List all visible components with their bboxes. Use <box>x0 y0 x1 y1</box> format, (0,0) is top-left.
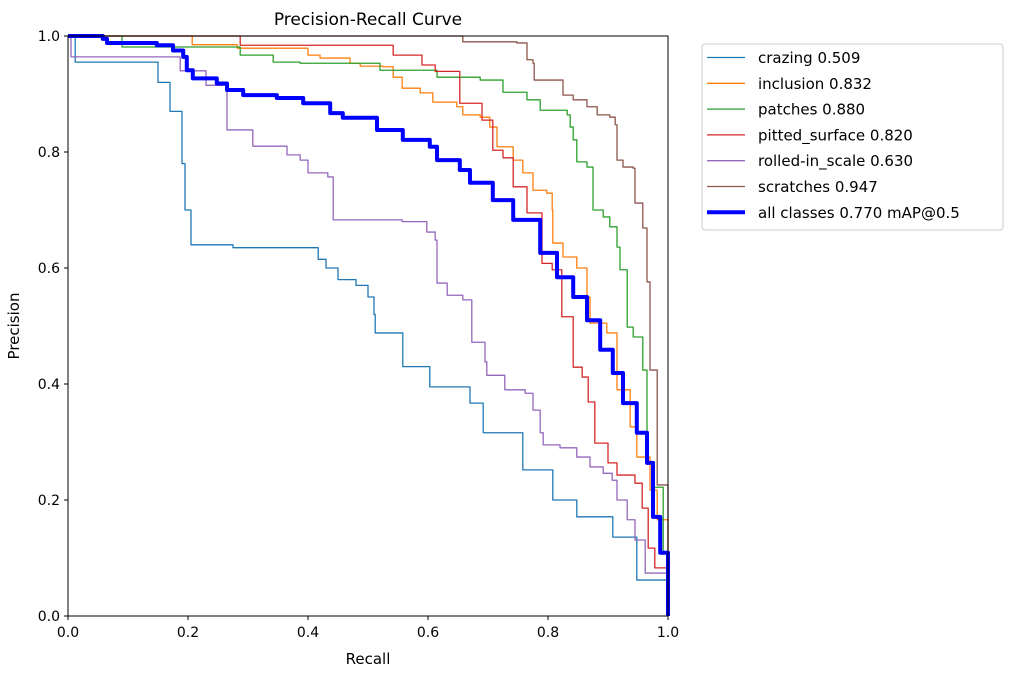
y-tick-label: 0.6 <box>38 261 60 277</box>
y-tick-label: 0.2 <box>38 493 60 509</box>
x-tick-label: 0.6 <box>417 625 439 641</box>
series-line-patches <box>68 35 669 616</box>
plot-frame <box>67 35 669 617</box>
legend-box <box>701 43 1004 231</box>
series-line-rolled-in-scale <box>68 35 669 616</box>
series-line-crazing <box>68 35 669 616</box>
x-axis-label: Recall <box>346 650 391 668</box>
series-lines <box>68 34 670 616</box>
legend-label: all classes 0.770 mAP@0.5 <box>758 204 960 222</box>
x-tick-label: 0.4 <box>297 625 319 641</box>
series-line-pitted-surface <box>68 35 669 616</box>
x-tick-label: 0.8 <box>537 625 559 641</box>
series-line-inclusion <box>68 35 669 616</box>
legend-label: rolled-in_scale 0.630 <box>758 152 913 171</box>
series-line-all <box>68 34 670 616</box>
legend-label: patches 0.880 <box>758 101 865 119</box>
legend-label: inclusion 0.832 <box>758 75 872 93</box>
y-tick-label: 0.0 <box>38 609 60 625</box>
y-tick-label: 0.8 <box>38 145 60 161</box>
legend: crazing 0.509 inclusion 0.832 patches 0.88… <box>701 43 1004 231</box>
x-tick-label: 0.0 <box>57 625 79 641</box>
x-tick-label: 1.0 <box>657 625 679 641</box>
y-axis-label: Precision <box>5 293 23 360</box>
legend-label: pitted_surface 0.820 <box>758 126 913 145</box>
legend-label: scratches 0.947 <box>758 178 878 196</box>
x-tick-label: 0.2 <box>177 625 199 641</box>
series-line-scratches <box>68 35 669 616</box>
y-tick-label: 1.0 <box>38 29 60 45</box>
y-tick-label: 0.4 <box>38 377 60 393</box>
chart-title: Precision-Recall Curve <box>274 10 462 30</box>
legend-label: crazing 0.509 <box>758 49 860 67</box>
